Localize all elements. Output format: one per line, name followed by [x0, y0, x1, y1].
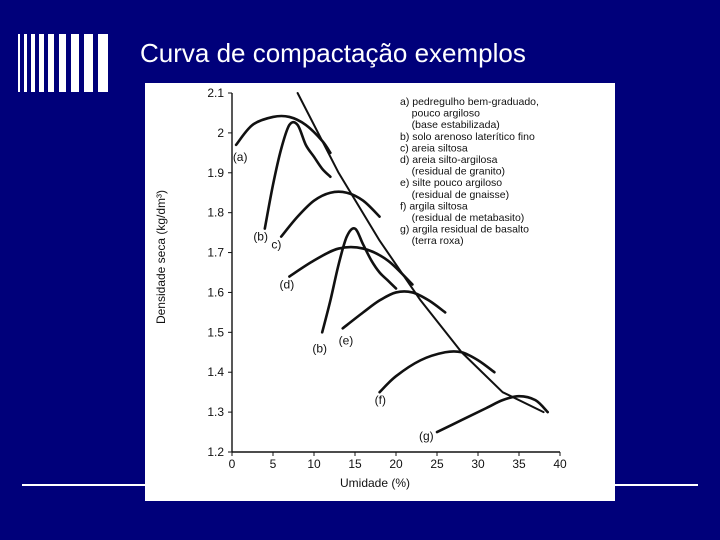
y-tick-label: 2 — [217, 126, 224, 140]
legend-entry: g) argila residual de basalto — [400, 224, 529, 236]
curve-label: (d) — [280, 277, 295, 291]
curve-a — [234, 114, 332, 155]
saturation-line — [296, 92, 545, 414]
curve-e — [320, 227, 398, 334]
curve-f — [378, 349, 496, 394]
legend-entry: c) areia siltosa — [400, 142, 468, 154]
curve-e-2 — [341, 290, 447, 330]
curve-label: (a) — [233, 150, 248, 164]
chart-figure: 0 5 10 15 20 25 30 35 40 1.2 1.3 1.4 1.5 1.6 1.7 1.8 1.… — [145, 83, 615, 501]
curve-label: (b) — [312, 341, 327, 355]
y-tick-label: 1.9 — [207, 166, 224, 180]
curve-labels: (a)(b)c)(d)(b)(e)(f)(g) — [233, 150, 434, 443]
y-tick-label: 1.4 — [207, 365, 224, 379]
y-tick-label: 1.7 — [207, 246, 224, 260]
y-tick-label: 1.3 — [207, 405, 224, 419]
curve-label: (f) — [375, 393, 386, 407]
y-tick-label: 1.8 — [207, 206, 224, 220]
curve-label: c) — [271, 238, 281, 252]
x-tick-label: 10 — [307, 457, 321, 471]
legend-entry: pouco argiloso — [400, 108, 480, 120]
x-tick-label: 15 — [348, 457, 362, 471]
x-tick-label: 0 — [229, 457, 236, 471]
x-tick-label: 30 — [471, 457, 485, 471]
slide-title: Curva de compactação exemplos — [140, 38, 526, 68]
y-tick-label: 1.5 — [207, 325, 224, 339]
legend-entry: d) areia silto-argilosa — [400, 154, 498, 166]
legend-entry: a) pedregulho bem-graduado, — [400, 96, 539, 108]
curve-d — [288, 245, 414, 286]
legend-entry: (residual de metabasito) — [400, 212, 524, 224]
x-tick-label: 25 — [430, 457, 444, 471]
x-tick-labels: 0 5 10 15 20 25 30 35 40 — [229, 452, 567, 471]
curve-label: (g) — [419, 429, 434, 443]
x-tick-label: 35 — [512, 457, 526, 471]
y-tick-label: 1.6 — [207, 285, 224, 299]
title-bullet-decoration — [18, 34, 120, 92]
legend-entry: b) solo arenoso laterítico fino — [400, 131, 535, 143]
x-axis-label: Umidade (%) — [340, 476, 410, 490]
y-tick-label: 2.1 — [207, 86, 224, 100]
compaction-chart: 0 5 10 15 20 25 30 35 40 1.21.31.41.51.61.71.81.… — [154, 86, 567, 490]
curve-b — [263, 120, 332, 230]
curve-label: (e) — [339, 333, 354, 347]
x-tick-label: 40 — [553, 457, 567, 471]
legend-entry: (terra roxa) — [400, 235, 464, 247]
chart-curves — [234, 92, 549, 434]
legend-box — [396, 95, 556, 250]
curve-g — [435, 394, 549, 434]
y-tick-labels: 1.2 1.3 1.4 1.5 1.6 1.7 1.8 1.9 2 2.1 — [207, 86, 232, 459]
curve-label: (b) — [253, 230, 268, 244]
legend-entry: (residual de gnaisse) — [400, 189, 509, 201]
x-tick-label: 5 — [270, 457, 277, 471]
legend-entry: e) silte pouco argiloso — [400, 177, 502, 189]
curve-c — [279, 190, 381, 238]
legend-entry: f) argila siltosa — [400, 200, 468, 212]
legend-entry: (residual de granito) — [400, 166, 505, 178]
y-tick-label: 1.2 — [207, 445, 224, 459]
chart-legend: a) pedregulho bem-graduado, pouco argilo… — [396, 95, 556, 250]
x-tick-label: 20 — [389, 457, 403, 471]
legend-entry: (base estabilizada) — [400, 119, 500, 131]
y-axis-label: Densidade seca (kg/dm³) — [154, 190, 168, 324]
